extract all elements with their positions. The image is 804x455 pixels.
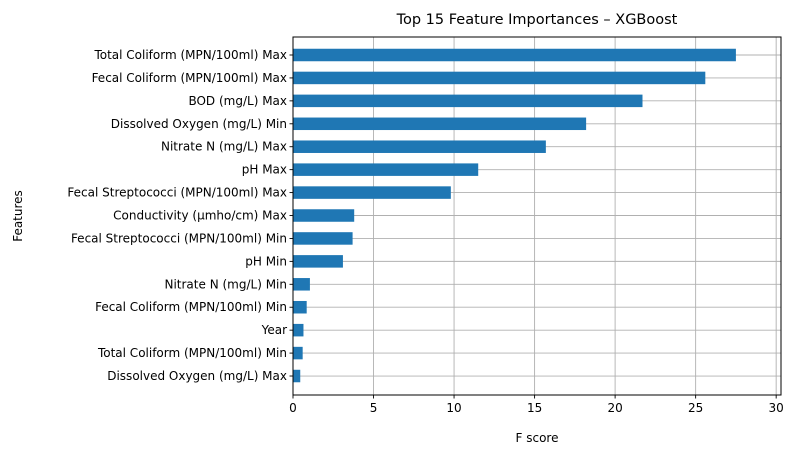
y-tick-label: Year: [261, 323, 287, 337]
y-tick-label: Nitrate N (mg/L) Max: [161, 140, 287, 154]
y-tick-label: Conductivity (µmho/cm) Max: [113, 209, 287, 223]
chart-title: Top 15 Feature Importances – XGBoost: [396, 12, 678, 28]
bar: [293, 140, 546, 153]
bars: [293, 48, 736, 383]
x-axis-label: F score: [516, 431, 559, 445]
y-tick-label: Nitrate N (mg/L) Min: [164, 277, 287, 291]
y-tick-label: Fecal Streptococci (MPN/100ml) Min: [71, 231, 287, 245]
y-tick-label: Fecal Coliform (MPN/100ml) Min: [95, 300, 287, 314]
plot-frame: [292, 36, 782, 396]
bar: [293, 94, 643, 108]
x-tick-label: 25: [688, 401, 703, 415]
bar: [293, 232, 353, 245]
x-tick-label: 15: [527, 401, 542, 415]
y-tick-label: BOD (mg/L) Max: [188, 94, 287, 108]
bar: [293, 117, 587, 131]
x-tick-label: 0: [289, 401, 297, 415]
bar: [293, 323, 304, 337]
bar: [293, 209, 355, 222]
x-tick-label: 10: [446, 401, 461, 415]
bar: [293, 163, 479, 176]
y-tick-label: Dissolved Oxygen (mg/L) Max: [107, 369, 287, 383]
x-tick-label: 20: [607, 401, 622, 415]
bar: [293, 48, 736, 62]
bar: [293, 71, 706, 85]
y-tick-label: Total Coliform (MPN/100ml) Min: [97, 346, 287, 360]
bar: [293, 255, 343, 268]
x-tick-label: 30: [769, 401, 784, 415]
grid-lines: [292, 37, 781, 395]
y-axis-label: Features: [11, 190, 25, 242]
y-tick-label: Dissolved Oxygen (mg/L) Min: [111, 117, 287, 131]
y-axis-ticks: Total Coliform (MPN/100ml) Max Fecal Coli…: [67, 48, 293, 383]
bar: [293, 369, 301, 383]
bar: [293, 186, 451, 199]
bar: [293, 346, 303, 360]
y-tick-label: Fecal Coliform (MPN/100ml) Max: [92, 71, 287, 85]
y-tick-label: Total Coliform (MPN/100ml) Max: [93, 48, 287, 62]
bar: [293, 300, 307, 314]
y-tick-label: Fecal Streptococci (MPN/100ml) Max: [67, 186, 287, 200]
y-tick-label: pH Min: [245, 254, 287, 268]
bar: [293, 278, 310, 291]
x-axis-ticks: 0 5 10 15 20 25 30: [289, 395, 784, 415]
x-tick-label: 5: [370, 401, 378, 415]
y-tick-label: pH Max: [242, 163, 287, 177]
